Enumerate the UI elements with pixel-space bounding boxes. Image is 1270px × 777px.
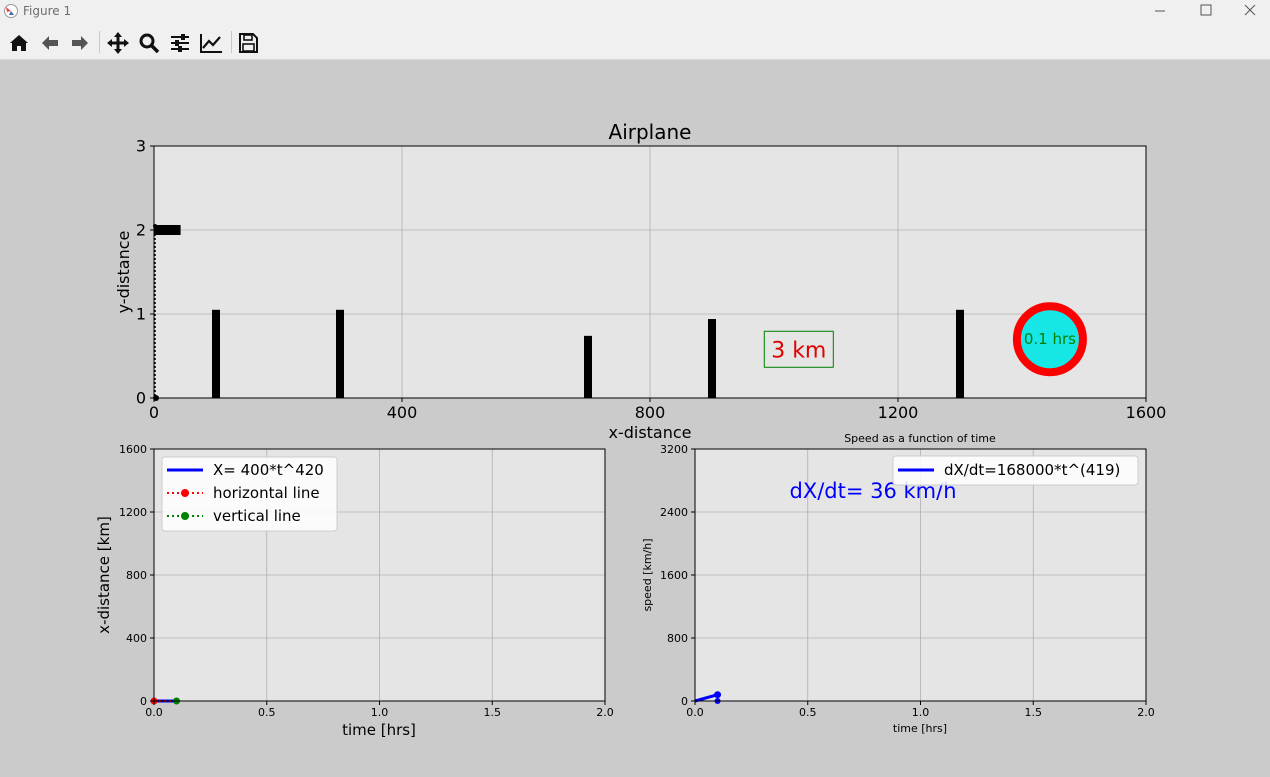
y-tick-label: 1600: [660, 569, 688, 582]
airplane-body: [154, 225, 181, 235]
x-tick-label: 1.0: [371, 706, 389, 719]
obstacle-bar: [584, 335, 592, 398]
speed-xlabel: time [hrs]: [893, 722, 947, 735]
x-tick-label: 0.0: [686, 706, 704, 719]
obstacle-bar: [336, 309, 344, 398]
back-arrow-icon: [42, 36, 58, 50]
airplane-title: Airplane: [609, 120, 692, 144]
y-tick-label: 2400: [660, 506, 688, 519]
home-icon: [10, 35, 28, 51]
x-tick-label: 1.0: [912, 706, 930, 719]
edit-axis-icon: [200, 34, 222, 53]
speed-line: [694, 693, 718, 703]
distance-xlabel: time [hrs]: [342, 721, 416, 739]
x-tick-label: 0.0: [145, 706, 163, 719]
forward-arrow-icon: [72, 36, 88, 50]
y-tick-label: 3200: [660, 443, 688, 456]
back-button[interactable]: [36, 29, 64, 57]
obstacles: [212, 309, 964, 398]
pan-button[interactable]: [104, 29, 132, 57]
x-tick-label: 1600: [1126, 403, 1167, 422]
y-tick-label: 800: [126, 569, 147, 582]
x-tick-label: 0: [149, 403, 159, 422]
airplane-ylabel: y-distance: [114, 231, 133, 314]
x-tick-label: 0.5: [258, 706, 276, 719]
speed-legend: dX/dt=168000*t^(419): [892, 455, 1139, 486]
x-tick-label: 2.0: [596, 706, 614, 719]
toolbar-separator: [99, 31, 100, 53]
navigation-toolbar: [0, 26, 1270, 60]
y-tick-label: 0: [140, 695, 147, 708]
legend-marker-green: [181, 512, 189, 520]
y-tick-label: 3: [136, 137, 146, 156]
home-button[interactable]: [5, 29, 33, 57]
close-button[interactable]: [1224, 0, 1270, 26]
time-circle-shape: [1012, 302, 1087, 377]
legend-entry-vertical: vertical line: [213, 507, 301, 525]
y-tick-label: 0: [136, 389, 146, 408]
y-tick-label: 800: [667, 632, 688, 645]
speed-ylabel: speed [km/h]: [641, 538, 654, 611]
save-button[interactable]: [234, 29, 262, 57]
obstacle-bar: [212, 309, 220, 398]
distance-box-frame: [763, 330, 834, 368]
speed-title: Speed as a function of time: [844, 432, 996, 445]
x-tick-label: 1.5: [1025, 706, 1043, 719]
distance-box: 3 km: [763, 330, 834, 368]
y-tick-label: 2: [136, 221, 146, 240]
zoom-magnifier-icon: [139, 33, 160, 54]
x-tick-label: 0.5: [799, 706, 817, 719]
save-disk-icon: [239, 33, 258, 53]
y-tick-label: 0: [681, 695, 688, 708]
airplane-ticks: 0 400 800 1200 1600 0 1 2 3: [136, 137, 1167, 422]
obstacle-bar: [708, 319, 716, 398]
x-tick-label: 1200: [878, 403, 919, 422]
x-tick-label: 1.5: [484, 706, 502, 719]
close-icon: [1244, 4, 1256, 16]
y-tick-label: 400: [126, 632, 147, 645]
obstacle-bar: [956, 309, 964, 398]
pan-move-icon: [107, 32, 129, 54]
window-titlebar: Figure 1: [0, 0, 1270, 26]
airplane-xlabel: x-distance: [608, 423, 691, 442]
y-tick-label: 1600: [119, 443, 147, 456]
time-circle: 0.1 hrs: [1012, 302, 1087, 377]
y-tick-label: 1: [136, 305, 146, 324]
speed-ticks: 0.0 0.5 1.0 1.5 2.0 0 800 1600 2400 3200: [660, 443, 1155, 719]
maximize-icon: [1200, 4, 1212, 16]
distance-axes: 0.0 0.5 1.0 1.5 2.0 0 400 800 1200 1600 time [hrs…: [95, 443, 614, 739]
distance-label: 3 km: [771, 338, 826, 363]
y-tick-label: 1200: [119, 506, 147, 519]
matplotlib-app-icon: [4, 4, 18, 18]
distance-legend: X= 400*t^420 horizontal line vertical li…: [161, 456, 338, 532]
minimize-button[interactable]: [1137, 0, 1183, 26]
legend-entry-horizontal: horizontal line: [213, 484, 320, 502]
speed-axes: 0.0 0.5 1.0 1.5 2.0 0 800 1600 2400 3200 Speed as…: [641, 432, 1155, 735]
x-tick-label: 2.0: [1137, 706, 1155, 719]
distance-ylabel: x-distance [km]: [95, 516, 113, 634]
speed-legend-frame: [892, 455, 1139, 486]
speed-point: [714, 691, 722, 699]
x-tick-label: 400: [387, 403, 418, 422]
zoom-button[interactable]: [135, 29, 163, 57]
airplane-axes: 3 km 0.1 hrs 0 400 800 1200 1600 0 1 2 3 Airplan…: [114, 120, 1166, 442]
configure-subplots-icon: [171, 34, 189, 52]
legend-entry-x-formula: X= 400*t^420: [213, 461, 324, 479]
minimize-icon: [1155, 10, 1165, 12]
time-label: 0.1 hrs: [1024, 330, 1076, 348]
edit-axis-button[interactable]: [197, 29, 225, 57]
distance-ticks: 0.0 0.5 1.0 1.5 2.0 0 400 800 1200 1600: [119, 443, 614, 719]
window-title: Figure 1: [23, 4, 72, 18]
toolbar-separator: [231, 31, 232, 53]
distance-legend-frame: [161, 456, 338, 532]
figure-canvas: 3 km 0.1 hrs 0 400 800 1200 1600 0 1 2 3 Airplan…: [95, 120, 1166, 739]
forward-button[interactable]: [66, 29, 94, 57]
maximize-button[interactable]: [1183, 0, 1229, 26]
x-tick-label: 800: [635, 403, 666, 422]
legend-entry-speed-formula: dX/dt=168000*t^(419): [944, 461, 1120, 479]
configure-subplots-button[interactable]: [166, 29, 194, 57]
legend-marker-red: [181, 489, 189, 497]
